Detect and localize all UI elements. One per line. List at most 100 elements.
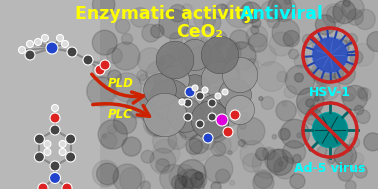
Circle shape — [283, 30, 299, 47]
Circle shape — [268, 0, 291, 19]
Circle shape — [256, 45, 276, 66]
Circle shape — [196, 92, 204, 100]
Circle shape — [221, 64, 232, 75]
Circle shape — [138, 48, 163, 74]
Circle shape — [208, 99, 216, 107]
Circle shape — [168, 58, 202, 92]
Circle shape — [189, 134, 209, 154]
Circle shape — [180, 122, 198, 140]
Circle shape — [230, 110, 240, 120]
Circle shape — [269, 32, 293, 56]
Circle shape — [203, 124, 208, 129]
Circle shape — [227, 42, 256, 70]
Circle shape — [184, 113, 192, 121]
Circle shape — [186, 91, 214, 119]
Circle shape — [313, 63, 336, 86]
Circle shape — [146, 112, 169, 136]
Circle shape — [108, 125, 117, 134]
Text: Antiviral: Antiviral — [240, 5, 324, 23]
Circle shape — [159, 9, 189, 39]
Text: Enzymatic activity: Enzymatic activity — [75, 5, 255, 23]
Circle shape — [239, 123, 246, 129]
Circle shape — [229, 30, 249, 49]
Circle shape — [183, 178, 204, 189]
Circle shape — [160, 90, 178, 108]
Circle shape — [200, 111, 228, 139]
Circle shape — [311, 105, 317, 112]
Circle shape — [191, 101, 229, 139]
Circle shape — [156, 41, 194, 79]
Circle shape — [274, 157, 296, 179]
Circle shape — [240, 141, 266, 167]
Circle shape — [225, 0, 254, 28]
Circle shape — [38, 183, 48, 189]
Circle shape — [44, 149, 51, 156]
Circle shape — [169, 47, 190, 69]
Circle shape — [226, 95, 254, 125]
Circle shape — [144, 74, 177, 106]
Circle shape — [59, 149, 66, 156]
Circle shape — [66, 134, 76, 144]
Circle shape — [215, 169, 230, 184]
Circle shape — [343, 0, 350, 7]
Circle shape — [355, 105, 364, 115]
Circle shape — [302, 34, 313, 45]
Circle shape — [326, 6, 343, 23]
Circle shape — [312, 37, 348, 73]
Circle shape — [241, 141, 248, 148]
Circle shape — [215, 93, 221, 99]
Circle shape — [161, 66, 189, 94]
Circle shape — [358, 88, 371, 101]
Circle shape — [322, 4, 346, 28]
Circle shape — [50, 173, 60, 184]
Circle shape — [183, 26, 199, 42]
Circle shape — [203, 115, 229, 142]
Circle shape — [254, 170, 273, 188]
Circle shape — [216, 114, 228, 126]
Circle shape — [211, 31, 227, 46]
Circle shape — [349, 137, 360, 148]
Circle shape — [153, 139, 180, 166]
Circle shape — [261, 1, 282, 22]
Circle shape — [212, 135, 231, 154]
Circle shape — [279, 161, 283, 166]
Circle shape — [221, 62, 239, 80]
Circle shape — [243, 153, 261, 172]
Circle shape — [350, 51, 363, 64]
Circle shape — [256, 148, 268, 160]
Circle shape — [342, 0, 364, 19]
Circle shape — [277, 71, 288, 82]
Circle shape — [67, 47, 77, 57]
Circle shape — [267, 149, 293, 175]
Circle shape — [252, 19, 261, 28]
Circle shape — [349, 40, 353, 44]
Circle shape — [204, 57, 231, 84]
Circle shape — [346, 33, 358, 45]
Circle shape — [182, 170, 203, 189]
Circle shape — [180, 39, 211, 71]
Circle shape — [318, 146, 327, 156]
Circle shape — [143, 93, 187, 137]
Circle shape — [246, 25, 268, 47]
Circle shape — [95, 65, 105, 75]
Circle shape — [334, 64, 355, 84]
Circle shape — [201, 61, 239, 99]
Circle shape — [227, 68, 240, 81]
Text: PLC: PLC — [108, 108, 133, 121]
Circle shape — [354, 165, 367, 178]
Circle shape — [213, 39, 241, 67]
Circle shape — [172, 118, 184, 131]
Circle shape — [265, 149, 288, 172]
Circle shape — [345, 180, 356, 189]
Circle shape — [154, 75, 163, 84]
Circle shape — [293, 154, 301, 163]
Circle shape — [203, 133, 213, 143]
Circle shape — [150, 25, 164, 38]
Circle shape — [113, 73, 141, 102]
Circle shape — [93, 160, 119, 187]
Circle shape — [218, 79, 251, 112]
Circle shape — [116, 19, 130, 33]
Circle shape — [355, 9, 375, 29]
Circle shape — [316, 76, 340, 100]
Circle shape — [276, 101, 296, 121]
